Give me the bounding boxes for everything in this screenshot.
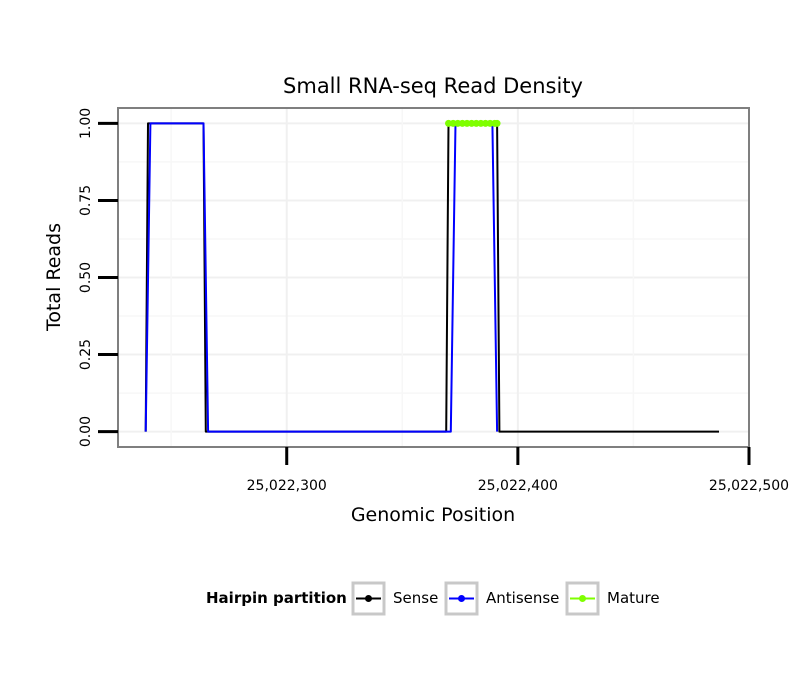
y-tick-label: 0.25 — [78, 339, 94, 370]
series-point-mature — [493, 119, 501, 127]
legend-key-point — [458, 595, 465, 602]
axes: 0.00 0.25 0.50 0.75 1.00 25,022,300 25,022,400… — [78, 108, 789, 494]
chart-title: Small RNA-seq Read Density — [283, 74, 583, 98]
legend-key-point — [579, 595, 586, 602]
y-tick-label: 0.75 — [78, 185, 94, 216]
legend: Hairpin partition Sense Antisense Mature — [206, 581, 660, 616]
y-axis-label: Total Reads — [43, 223, 65, 332]
legend-key-point — [365, 595, 372, 602]
legend-label-antisense: Antisense — [486, 589, 559, 607]
y-tick-label: 0.50 — [78, 262, 94, 293]
legend-label-mature: Mature — [607, 589, 660, 607]
series-lines — [144, 119, 719, 433]
legend-label-sense: Sense — [393, 589, 438, 607]
y-tick-label: 0.00 — [78, 416, 94, 447]
y-tick-label: 1.00 — [78, 108, 94, 139]
x-tick-label: 25,022,400 — [478, 478, 558, 494]
x-axis-label: Genomic Position — [351, 504, 515, 526]
legend-title: Hairpin partition — [206, 589, 347, 607]
x-tick-label: 25,022,500 — [709, 478, 789, 494]
x-tick-label: 25,022,300 — [247, 478, 327, 494]
